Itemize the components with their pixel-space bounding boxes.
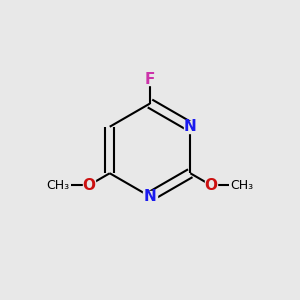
Bar [144, 74, 156, 85]
Bar [143, 190, 157, 202]
Text: CH₃: CH₃ [231, 179, 254, 192]
Text: N: N [144, 189, 156, 204]
Text: O: O [205, 178, 218, 193]
Text: N: N [184, 119, 197, 134]
Text: O: O [82, 178, 95, 193]
Text: F: F [145, 72, 155, 87]
Text: CH₃: CH₃ [46, 179, 69, 192]
Bar [83, 179, 95, 191]
Bar [205, 179, 217, 191]
Bar [184, 121, 197, 133]
